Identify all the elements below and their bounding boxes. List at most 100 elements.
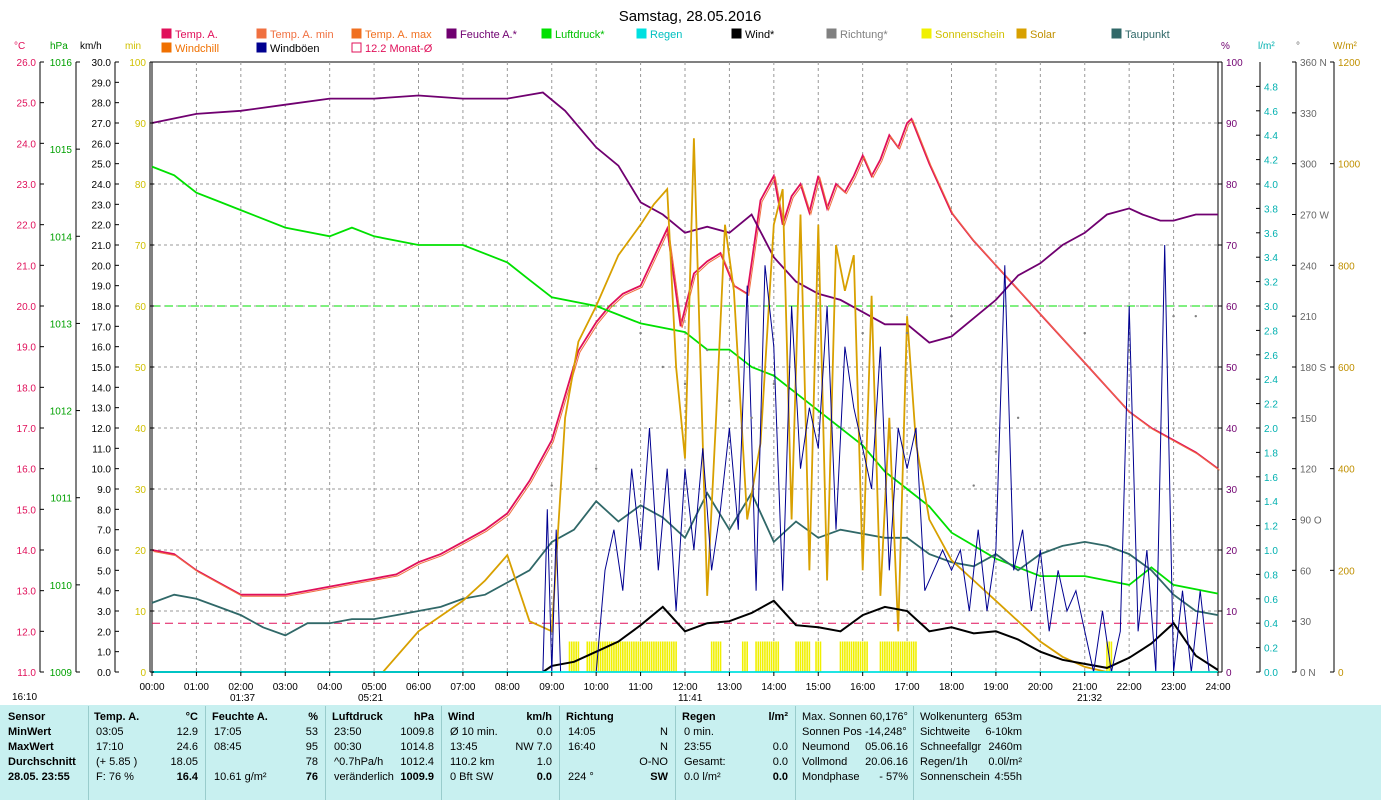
- table-cell-wind: 0 Bft SW: [450, 771, 494, 783]
- legend-swatch: [541, 28, 552, 39]
- legend-swatch: [256, 28, 267, 39]
- x-tick-label: 11:00: [628, 682, 653, 693]
- y-tick-label-wind_kmh: 29.0: [92, 78, 112, 89]
- table-value-temp: 12.9: [176, 726, 198, 738]
- y-tick-label-solar_wm2: 200: [1338, 566, 1355, 577]
- legend-swatch: [921, 28, 932, 39]
- table-header-temp: Temp. A.: [94, 711, 140, 723]
- direction-point: [1039, 518, 1042, 521]
- x-tick-label: 21:00: [1072, 682, 1097, 693]
- legend-label: Temp. A. min: [270, 29, 334, 41]
- unit-wind: km/h: [80, 41, 102, 52]
- legend-swatch: [636, 28, 647, 39]
- y-tick-label-temp_c: 14.0: [17, 546, 37, 557]
- y-axes: 11.0 12.0 13.0 14.0 15.0 16.0 17.0 18.0 19.0 20.0…: [17, 58, 1361, 679]
- astro-label: Sonnen Pos -14,248°: [802, 726, 907, 738]
- legend-label: Windchill: [175, 43, 219, 55]
- y-tick-label-rain_lm2: 3.6: [1264, 229, 1278, 240]
- series-line-feuchte-a-: [151, 91, 1218, 344]
- table-cell-press: 00:30: [334, 741, 362, 753]
- x-tick-label: 04:00: [317, 682, 342, 693]
- table-value-hum: 95: [305, 741, 318, 753]
- legend-label: 12.2 Monat-Ø: [365, 43, 433, 55]
- y-tick-label-temp_c: 12.0: [17, 627, 37, 638]
- y-tick-label-pressure_hpa: 1012: [50, 407, 73, 418]
- astro-value: - 57%: [879, 771, 908, 783]
- x-tick-label: 23:00: [1161, 682, 1186, 693]
- series-line-wind-: [152, 599, 1219, 673]
- legend-label: Temp. A. max: [365, 29, 432, 41]
- table-cell-rain: 23:55: [684, 741, 712, 753]
- y-tick-label-rain_lm2: 2.6: [1264, 351, 1278, 362]
- misc-label: Schneefallgr: [920, 741, 982, 753]
- table-cell-wind: 110.2 km: [450, 756, 495, 768]
- misc-value: 653m: [994, 711, 1022, 723]
- unit-solar: W/m²: [1333, 41, 1358, 52]
- table-cell-temp: (+ 5.85 ): [96, 756, 138, 768]
- table-cell-press: 23:50: [334, 726, 362, 738]
- y-tick-label-temp_c: 13.0: [17, 587, 37, 598]
- y-tick-label-humidity_pct: 40: [1226, 424, 1238, 435]
- y-tick-label-dir_deg: 270 W: [1300, 211, 1329, 222]
- table-value-temp: 18.05: [170, 756, 198, 768]
- direction-point: [706, 348, 709, 352]
- table-value-wind: 0.0: [536, 726, 552, 738]
- y-tick-label-wind_kmh: 15.0: [92, 363, 112, 374]
- y-tick-label-dir_deg: 300: [1300, 160, 1317, 171]
- y-tick-label-wind_kmh: 7.0: [97, 526, 111, 537]
- table-cell-hum: 17:05: [214, 726, 242, 738]
- legend-label: Windböen: [270, 43, 320, 55]
- y-tick-label-rain_lm2: 4.2: [1264, 156, 1278, 167]
- y-tick-label-dir_deg: 330: [1300, 109, 1317, 120]
- y-tick-label-solar_wm2: 1000: [1338, 160, 1361, 171]
- table-unit-wind: km/h: [526, 711, 552, 723]
- y-tick-label-solar_wm2: 600: [1338, 363, 1355, 374]
- table-separator: [795, 706, 796, 800]
- row-label: MaxWert: [8, 741, 54, 753]
- y-tick-label-wind_kmh: 1.0: [97, 648, 111, 659]
- x-tick-label: 24:00: [1205, 682, 1230, 693]
- table-cell-press: veränderlich: [334, 771, 394, 783]
- y-tick-label-wind_kmh: 26.0: [92, 139, 112, 150]
- direction-point: [950, 314, 953, 318]
- y-tick-label-temp_c: 11.0: [17, 668, 36, 679]
- y-tick-label-wind_kmh: 6.0: [97, 546, 111, 557]
- y-tick-label-humidity_pct: 60: [1226, 302, 1238, 313]
- y-tick-label-sun_min: 40: [135, 424, 147, 435]
- direction-point: [639, 331, 642, 335]
- y-tick-label-sun_min: 10: [135, 607, 147, 618]
- table-cell-wind: Ø 10 min.: [450, 726, 498, 738]
- x-tick-label: 10:00: [584, 682, 609, 693]
- y-tick-label-wind_kmh: 19.0: [92, 282, 112, 293]
- y-tick-label-sun_min: 30: [135, 485, 147, 496]
- y-tick-label-wind_kmh: 11.0: [92, 444, 111, 455]
- y-tick-label-rain_lm2: 0.8: [1264, 570, 1278, 581]
- y-tick-label-humidity_pct: 50: [1226, 363, 1238, 374]
- table-cell-temp: 17:10: [96, 741, 124, 753]
- astro-label: Vollmond: [802, 756, 848, 768]
- legend-label: Taupunkt: [1125, 29, 1170, 41]
- row-label: MinWert: [8, 726, 52, 738]
- table-header-wind: Wind: [448, 711, 475, 723]
- direction-point: [1127, 348, 1131, 352]
- y-tick-label-dir_deg: 210: [1300, 312, 1317, 323]
- y-tick-label-temp_c: 17.0: [17, 424, 37, 435]
- x-tick-label: 15:00: [806, 682, 831, 693]
- x-tick-label: 16:00: [850, 682, 875, 693]
- misc-value: 4:55h: [994, 771, 1022, 783]
- y-tick-label-rain_lm2: 4.0: [1264, 180, 1278, 191]
- x-tick-label: 17:00: [895, 682, 920, 693]
- y-tick-label-dir_deg: 360 N: [1300, 58, 1327, 69]
- y-tick-label-pressure_hpa: 1010: [50, 581, 73, 592]
- y-tick-label-wind_kmh: 22.0: [92, 221, 112, 232]
- chart-title: Samstag, 28.05.2016: [619, 8, 762, 25]
- y-tick-label-dir_deg: 60: [1300, 566, 1312, 577]
- legend-label: Luftdruck*: [555, 29, 605, 41]
- y-tick-label-rain_lm2: 3.2: [1264, 278, 1278, 289]
- x-tick-label: 02:00: [228, 682, 253, 693]
- direction-point: [772, 382, 776, 386]
- direction-point: [817, 365, 820, 369]
- y-tick-label-wind_kmh: 18.0: [92, 302, 112, 313]
- y-tick-label-rain_lm2: 4.6: [1264, 107, 1278, 118]
- y-tick-label-sun_min: 20: [135, 546, 147, 557]
